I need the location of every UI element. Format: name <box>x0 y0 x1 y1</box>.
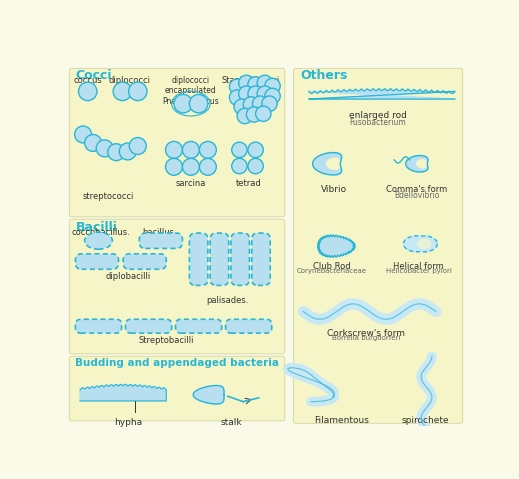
Circle shape <box>199 159 216 175</box>
Polygon shape <box>326 158 339 170</box>
Circle shape <box>248 159 263 174</box>
Circle shape <box>229 79 245 94</box>
Text: stalk: stalk <box>221 418 242 427</box>
Text: palisades.: palisades. <box>207 296 249 305</box>
Text: Club Rod: Club Rod <box>313 262 351 271</box>
Text: Helical form: Helical form <box>393 262 444 271</box>
Circle shape <box>237 108 253 124</box>
Circle shape <box>265 88 280 103</box>
Polygon shape <box>417 160 426 168</box>
Polygon shape <box>403 236 438 252</box>
Text: diplococci: diplococci <box>108 76 151 85</box>
Polygon shape <box>320 237 353 255</box>
Text: Cocci: Cocci <box>75 69 112 82</box>
Circle shape <box>243 97 258 112</box>
FancyBboxPatch shape <box>75 254 118 269</box>
Text: Others: Others <box>301 69 348 82</box>
Text: Bacilli: Bacilli <box>75 221 117 234</box>
Text: Corynebacteriaceae: Corynebacteriaceae <box>297 268 367 274</box>
Text: hypha: hypha <box>114 418 142 427</box>
Circle shape <box>255 106 271 121</box>
Text: streptococci: streptococci <box>83 192 134 201</box>
Polygon shape <box>309 89 455 99</box>
Circle shape <box>248 77 263 92</box>
Text: coccobacillus.: coccobacillus. <box>72 228 130 238</box>
FancyBboxPatch shape <box>252 233 270 285</box>
Text: Corkscrew's form: Corkscrew's form <box>327 329 405 338</box>
FancyBboxPatch shape <box>126 319 172 333</box>
FancyBboxPatch shape <box>139 233 183 249</box>
FancyBboxPatch shape <box>69 68 285 217</box>
Circle shape <box>231 142 247 158</box>
Circle shape <box>189 94 208 113</box>
Text: tetrad: tetrad <box>236 179 262 188</box>
Text: Streptobacilli: Streptobacilli <box>139 336 194 345</box>
Circle shape <box>174 94 193 113</box>
Circle shape <box>113 82 132 101</box>
Circle shape <box>166 159 183 175</box>
Text: sarcina: sarcina <box>176 179 206 188</box>
Circle shape <box>247 107 262 122</box>
Polygon shape <box>312 152 342 175</box>
Ellipse shape <box>85 232 113 249</box>
Circle shape <box>231 159 247 174</box>
Circle shape <box>248 142 263 158</box>
Circle shape <box>129 137 146 155</box>
FancyBboxPatch shape <box>231 233 250 285</box>
FancyBboxPatch shape <box>189 233 208 285</box>
Circle shape <box>257 75 272 91</box>
Text: Fusobacterium: Fusobacterium <box>350 118 406 127</box>
Circle shape <box>183 159 199 175</box>
Text: coccus: coccus <box>73 76 102 85</box>
Circle shape <box>257 86 272 102</box>
Text: Staphylococci: Staphylococci <box>222 76 280 85</box>
FancyBboxPatch shape <box>123 254 166 269</box>
Text: Budding and appendaged bacteria: Budding and appendaged bacteria <box>75 358 279 368</box>
Text: Filamentous: Filamentous <box>315 416 370 425</box>
FancyBboxPatch shape <box>69 219 285 354</box>
Polygon shape <box>418 239 430 249</box>
Circle shape <box>253 96 268 112</box>
FancyBboxPatch shape <box>210 233 229 285</box>
Text: Helicobacter pylori: Helicobacter pylori <box>386 268 452 274</box>
Circle shape <box>96 140 113 157</box>
Polygon shape <box>193 386 224 404</box>
Text: diplococci
encapsulated
Pneumococcus: diplococci encapsulated Pneumococcus <box>162 76 220 106</box>
Circle shape <box>262 96 277 112</box>
Text: bacillus: bacillus <box>143 228 174 238</box>
Circle shape <box>85 135 102 151</box>
Circle shape <box>183 141 199 159</box>
Text: enlarged rod: enlarged rod <box>349 112 407 120</box>
Circle shape <box>166 141 183 159</box>
FancyBboxPatch shape <box>293 68 463 423</box>
Circle shape <box>199 141 216 159</box>
FancyBboxPatch shape <box>226 319 272 333</box>
Circle shape <box>265 78 280 94</box>
Circle shape <box>234 99 250 114</box>
Circle shape <box>229 90 245 105</box>
Text: Vibrio: Vibrio <box>321 184 347 194</box>
FancyBboxPatch shape <box>175 319 222 333</box>
Text: Comma's form: Comma's form <box>386 184 447 194</box>
FancyBboxPatch shape <box>75 319 121 333</box>
FancyBboxPatch shape <box>69 356 285 421</box>
Circle shape <box>129 82 147 101</box>
Circle shape <box>239 86 254 102</box>
Circle shape <box>75 126 91 143</box>
Text: spirochete: spirochete <box>402 416 449 425</box>
Circle shape <box>248 86 263 102</box>
Text: Borrelia burgdorferi: Borrelia burgdorferi <box>332 335 401 341</box>
Text: diplobacilli: diplobacilli <box>105 272 151 281</box>
Text: Bdellovibrio: Bdellovibrio <box>394 191 439 200</box>
Circle shape <box>119 143 136 160</box>
Polygon shape <box>406 156 428 172</box>
Circle shape <box>108 144 125 160</box>
Circle shape <box>239 75 254 91</box>
Circle shape <box>78 82 97 101</box>
Polygon shape <box>80 384 166 401</box>
